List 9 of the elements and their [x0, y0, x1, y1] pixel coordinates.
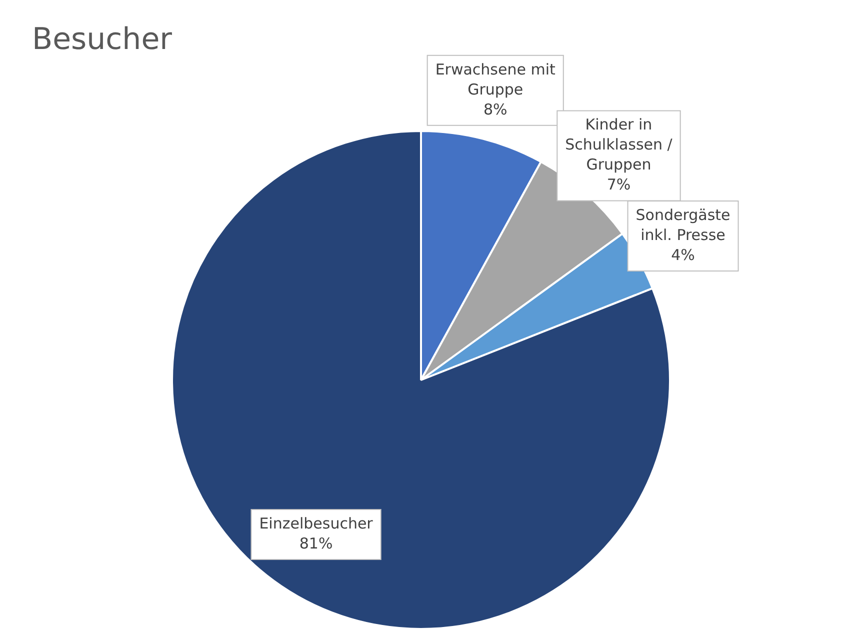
data-label: 7%: [606, 176, 631, 194]
slice-label: Erwachsene mit Gruppe: [435, 60, 556, 98]
slice-label: Sondergäste inkl. Presse: [636, 206, 730, 244]
slice-label: Einzelbesucher: [259, 514, 374, 532]
data-label: 81%: [299, 534, 333, 552]
data-label: 4%: [671, 246, 695, 264]
chart-title: Besucher: [32, 22, 172, 57]
slice-label: Kinder in Schulklassen / Gruppen: [565, 116, 674, 174]
data-label: 8%: [483, 100, 508, 118]
